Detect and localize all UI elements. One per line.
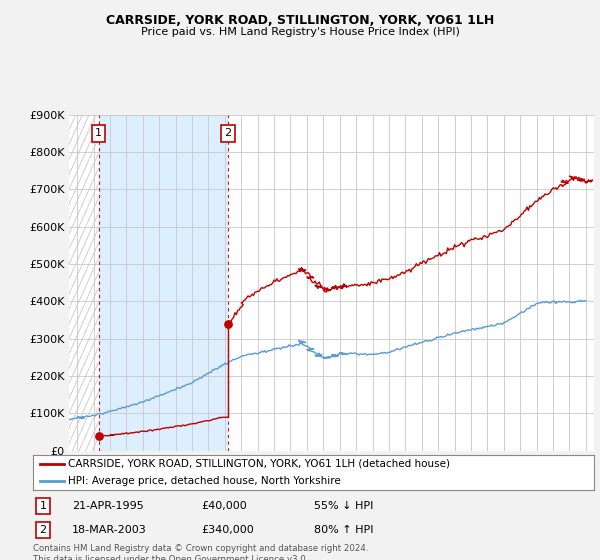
Text: 2: 2 (224, 128, 232, 138)
Text: 21-APR-1995: 21-APR-1995 (72, 501, 144, 511)
Text: CARRSIDE, YORK ROAD, STILLINGTON, YORK, YO61 1LH: CARRSIDE, YORK ROAD, STILLINGTON, YORK, … (106, 14, 494, 27)
Point (94, 431, 103, 440)
Text: 2: 2 (40, 525, 47, 535)
Text: 80% ↑ HPI: 80% ↑ HPI (314, 525, 373, 535)
Text: £340,000: £340,000 (202, 525, 254, 535)
Bar (98, 115, 228, 451)
Point (223, 319, 233, 328)
Text: 1: 1 (40, 501, 47, 511)
Text: CARRSIDE, YORK ROAD, STILLINGTON, YORK, YO61 1LH (detached house): CARRSIDE, YORK ROAD, STILLINGTON, YORK, … (68, 459, 450, 469)
Text: 1: 1 (95, 128, 102, 138)
Text: 55% ↓ HPI: 55% ↓ HPI (314, 501, 373, 511)
Text: Price paid vs. HM Land Registry's House Price Index (HPI): Price paid vs. HM Land Registry's House … (140, 27, 460, 37)
Bar (69, 115, 98, 451)
Text: HPI: Average price, detached house, North Yorkshire: HPI: Average price, detached house, Nort… (68, 476, 341, 486)
Text: £40,000: £40,000 (202, 501, 247, 511)
Text: Contains HM Land Registry data © Crown copyright and database right 2024.
This d: Contains HM Land Registry data © Crown c… (33, 544, 368, 560)
Text: 18-MAR-2003: 18-MAR-2003 (72, 525, 147, 535)
